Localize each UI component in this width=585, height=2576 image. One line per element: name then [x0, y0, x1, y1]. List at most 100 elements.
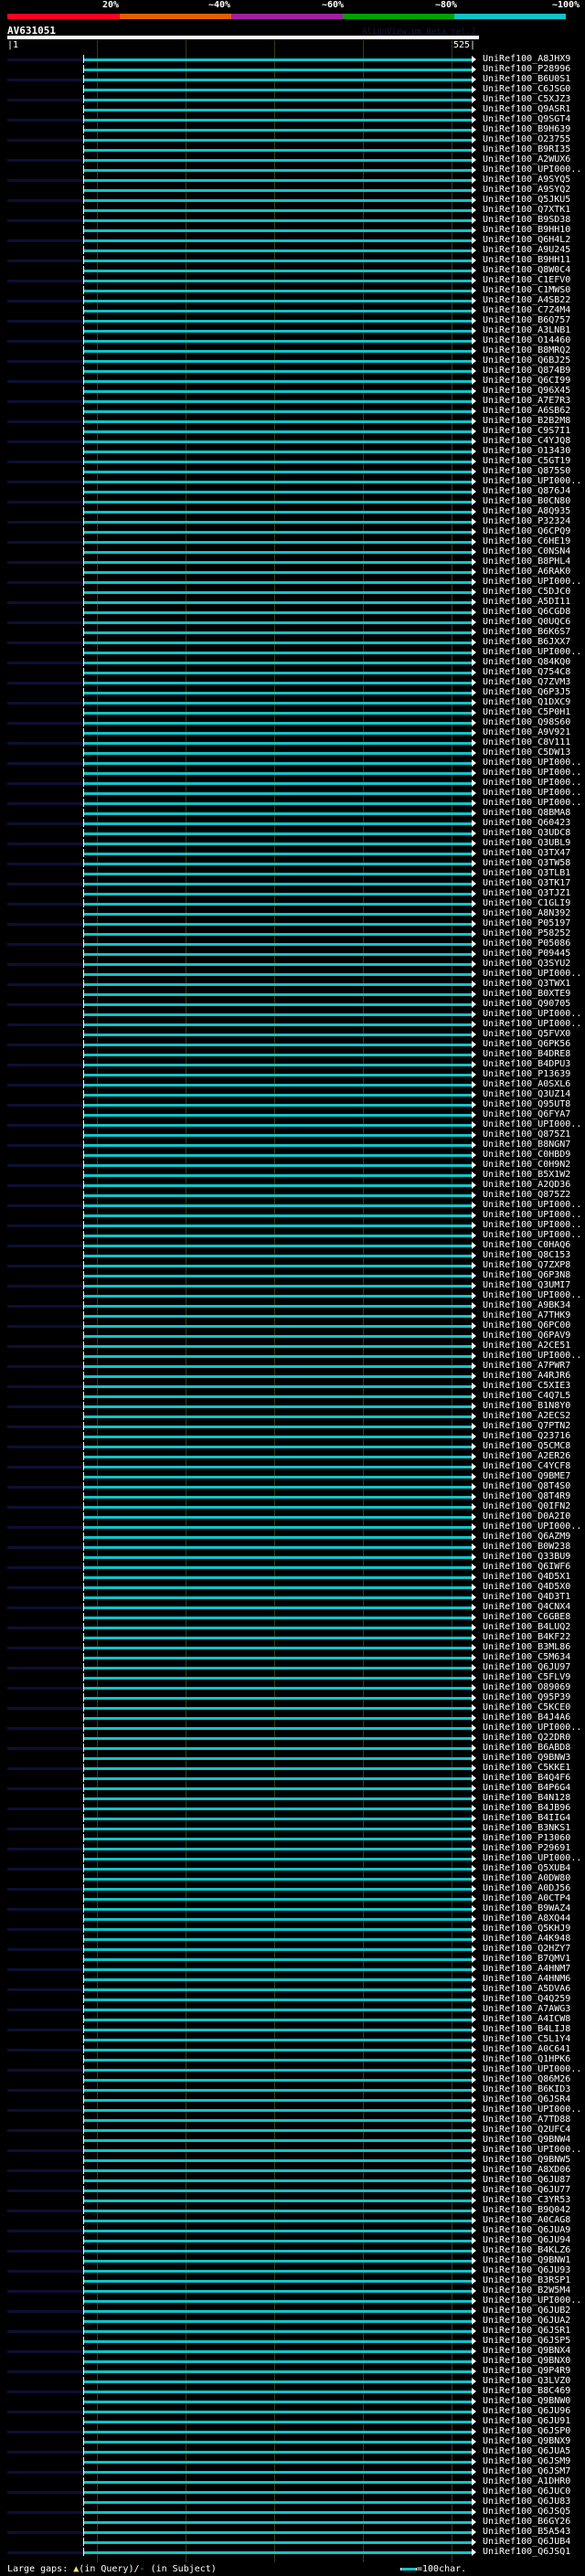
hit-row[interactable]: UniRef100_O14460 — [0, 335, 585, 346]
alignment-bar[interactable] — [83, 2089, 473, 2092]
hit-label[interactable]: UniRef100_C0HBD9 — [483, 1150, 571, 1160]
hit-label[interactable]: UniRef100_C5FLV9 — [483, 1672, 571, 1682]
hit-row[interactable]: UniRef100_B8NGN7 — [0, 1140, 585, 1150]
hit-label[interactable]: UniRef100_A7E7R3 — [483, 396, 571, 406]
alignment-bar[interactable] — [83, 1546, 473, 1549]
hit-label[interactable]: UniRef100_P29691 — [483, 1843, 571, 1853]
hit-row[interactable]: UniRef100_Q86M26 — [0, 2074, 585, 2085]
alignment-bar[interactable] — [83, 672, 473, 674]
hit-row[interactable]: UniRef100_Q9SGT4 — [0, 114, 585, 125]
hit-row[interactable]: UniRef100_A7TD88 — [0, 2115, 585, 2125]
hit-label[interactable]: UniRef100_B6K6S7 — [483, 627, 571, 637]
hit-row[interactable]: UniRef100_Q6JU77 — [0, 2185, 585, 2196]
hit-row[interactable]: UniRef100_A8JHX9 — [0, 54, 585, 65]
hit-row[interactable]: UniRef100_C1MWS0 — [0, 285, 585, 296]
hit-row[interactable]: UniRef100_C8V111 — [0, 737, 585, 748]
alignment-bar[interactable] — [83, 1536, 473, 1539]
hit-row[interactable]: UniRef100_B4DRE8 — [0, 1049, 585, 1060]
alignment-bar[interactable] — [83, 1848, 473, 1850]
hit-label[interactable]: UniRef100_UPI000.. — [483, 647, 582, 657]
hit-row[interactable]: UniRef100_Q6JSP5 — [0, 2336, 585, 2347]
hit-row[interactable]: UniRef100_Q6JUA2 — [0, 2316, 585, 2327]
hit-row[interactable]: UniRef100_Q7ZVM3 — [0, 677, 585, 688]
hit-label[interactable]: UniRef100_Q876J4 — [483, 486, 571, 496]
hit-label[interactable]: UniRef100_B4IIG4 — [483, 1813, 571, 1823]
alignment-bar[interactable] — [83, 109, 473, 111]
hit-label[interactable]: UniRef100_P09445 — [483, 949, 571, 959]
hit-label[interactable]: UniRef100_P28996 — [483, 64, 571, 74]
hit-row[interactable]: UniRef100_P13639 — [0, 1069, 585, 1080]
hit-row[interactable]: UniRef100_B4LIJ8 — [0, 2024, 585, 2035]
hit-row[interactable]: UniRef100_Q4D5X1 — [0, 1572, 585, 1583]
hit-row[interactable]: UniRef100_C6JSG0 — [0, 84, 585, 95]
alignment-bar[interactable] — [83, 2320, 473, 2323]
hit-row[interactable]: UniRef100_Q6JSQ1 — [0, 2547, 585, 2558]
alignment-bar[interactable] — [83, 2300, 473, 2303]
hit-row[interactable]: UniRef100_Q6CGD8 — [0, 607, 585, 618]
hit-label[interactable]: UniRef100_B9H639 — [483, 124, 571, 134]
hit-label[interactable]: UniRef100_B4DPU3 — [483, 1059, 571, 1069]
hit-label[interactable]: UniRef100_Q6BJ25 — [483, 355, 571, 366]
alignment-bar[interactable] — [83, 1888, 473, 1891]
alignment-bar[interactable] — [83, 2541, 473, 2544]
alignment-bar[interactable] — [83, 2491, 473, 2494]
alignment-bar[interactable] — [83, 481, 473, 483]
hit-label[interactable]: UniRef100_A0CTP4 — [483, 1893, 571, 1903]
hit-label[interactable]: UniRef100_C5KCE0 — [483, 1702, 571, 1712]
hit-row[interactable]: UniRef100_B4IIG4 — [0, 1813, 585, 1824]
hit-label[interactable]: UniRef100_UPI000.. — [483, 164, 582, 175]
alignment-bar[interactable] — [83, 1476, 473, 1479]
hit-label[interactable]: UniRef100_Q8T4R9 — [483, 1491, 571, 1501]
hit-label[interactable]: UniRef100_Q3SYU2 — [483, 959, 571, 969]
alignment-bar[interactable] — [83, 1365, 473, 1368]
hit-row[interactable]: UniRef100_B8MRQ2 — [0, 345, 585, 356]
hit-label[interactable]: UniRef100_Q6JUA5 — [483, 2446, 571, 2456]
hit-row[interactable]: UniRef100_Q6P3J5 — [0, 687, 585, 698]
hit-label[interactable]: UniRef100_B5X1W2 — [483, 1170, 571, 1180]
alignment-bar[interactable] — [83, 2511, 473, 2514]
alignment-bar[interactable] — [83, 1898, 473, 1901]
alignment-bar[interactable] — [83, 149, 473, 152]
alignment-bar[interactable] — [83, 832, 473, 835]
hit-label[interactable]: UniRef100_Q7PTN2 — [483, 1421, 571, 1431]
alignment-bar[interactable] — [83, 1164, 473, 1167]
hit-row[interactable]: UniRef100_P32324 — [0, 516, 585, 527]
hit-row[interactable]: UniRef100_Q98S60 — [0, 717, 585, 728]
hit-label[interactable]: UniRef100_A8N392 — [483, 908, 571, 918]
hit-row[interactable]: UniRef100_C3YR53 — [0, 2195, 585, 2206]
hit-label[interactable]: UniRef100_C5XIE3 — [483, 1381, 571, 1391]
hit-row[interactable]: UniRef100_A7THK9 — [0, 1310, 585, 1321]
alignment-bar[interactable] — [83, 1154, 473, 1157]
hit-label[interactable]: UniRef100_Q3TW58 — [483, 858, 571, 868]
hit-row[interactable]: UniRef100_P29691 — [0, 1843, 585, 1854]
alignment-bar[interactable] — [83, 219, 473, 222]
hit-label[interactable]: UniRef100_A4K948 — [483, 1934, 571, 1944]
hit-label[interactable]: UniRef100_C4YCF8 — [483, 1461, 571, 1471]
hit-row[interactable]: UniRef100_B0XTE9 — [0, 989, 585, 1000]
hit-row[interactable]: UniRef100_Q6H4L2 — [0, 235, 585, 246]
hit-label[interactable]: UniRef100_Q6CGD8 — [483, 607, 571, 617]
alignment-bar[interactable] — [83, 2290, 473, 2293]
hit-row[interactable]: UniRef100_UPI000.. — [0, 969, 585, 980]
hit-label[interactable]: UniRef100_Q5JKU5 — [483, 195, 571, 205]
hit-row[interactable]: UniRef100_Q6JSM7 — [0, 2466, 585, 2477]
hit-row[interactable]: UniRef100_B9HH11 — [0, 255, 585, 266]
hit-row[interactable]: UniRef100_Q6JSQ5 — [0, 2507, 585, 2518]
hit-row[interactable]: UniRef100_UPI000.. — [0, 1210, 585, 1221]
hit-row[interactable]: UniRef100_Q5CMC8 — [0, 1441, 585, 1452]
hit-label[interactable]: UniRef100_P13060 — [483, 1833, 571, 1843]
alignment-bar[interactable] — [83, 2009, 473, 2011]
hit-label[interactable]: UniRef100_Q3TX47 — [483, 848, 571, 858]
alignment-bar[interactable] — [83, 1084, 473, 1087]
hit-row[interactable]: UniRef100_Q3UZ14 — [0, 1089, 585, 1100]
hit-row[interactable]: UniRef100_A2QD36 — [0, 1180, 585, 1191]
alignment-bar[interactable] — [83, 1305, 473, 1308]
alignment-bar[interactable] — [83, 2119, 473, 2122]
hit-row[interactable]: UniRef100_C5L1Y4 — [0, 2034, 585, 2045]
hit-row[interactable]: UniRef100_A9SYQ2 — [0, 185, 585, 196]
hit-row[interactable]: UniRef100_Q6IWF6 — [0, 1562, 585, 1573]
hit-label[interactable]: UniRef100_A8XD06 — [483, 2165, 571, 2175]
hit-label[interactable]: UniRef100_Q98S60 — [483, 717, 571, 727]
hit-row[interactable]: UniRef100_C1EFV0 — [0, 275, 585, 286]
hit-label[interactable]: UniRef100_P13639 — [483, 1069, 571, 1079]
